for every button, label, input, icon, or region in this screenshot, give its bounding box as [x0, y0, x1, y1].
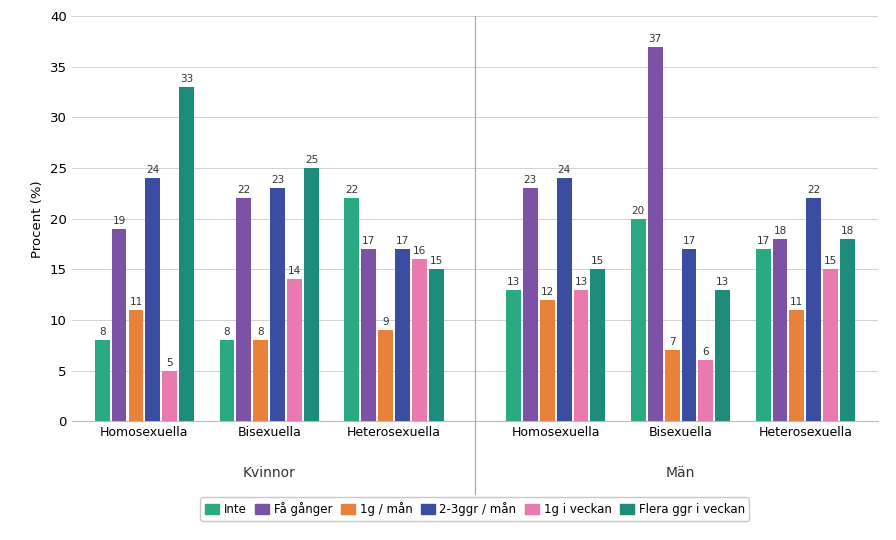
- Bar: [128, 310, 143, 421]
- Bar: [715, 289, 730, 421]
- Text: 12: 12: [540, 287, 554, 296]
- Text: 37: 37: [649, 33, 662, 44]
- Text: 15: 15: [824, 256, 838, 266]
- Bar: [789, 310, 805, 421]
- Text: 5: 5: [167, 357, 173, 368]
- Text: 11: 11: [129, 297, 142, 307]
- Bar: [179, 87, 194, 421]
- Text: 23: 23: [523, 176, 537, 185]
- Text: 15: 15: [591, 256, 605, 266]
- Bar: [378, 330, 393, 421]
- Text: 13: 13: [507, 276, 520, 287]
- Bar: [698, 361, 713, 421]
- Bar: [254, 340, 268, 421]
- Bar: [539, 300, 555, 421]
- Bar: [590, 269, 606, 421]
- Bar: [304, 168, 319, 421]
- Text: 6: 6: [702, 347, 709, 357]
- Bar: [523, 188, 538, 421]
- Text: Män: Män: [666, 465, 695, 480]
- Bar: [361, 249, 376, 421]
- Bar: [840, 239, 855, 421]
- Text: 8: 8: [99, 327, 106, 337]
- Bar: [556, 178, 572, 421]
- Text: 23: 23: [271, 176, 284, 185]
- Text: 17: 17: [683, 236, 695, 246]
- Text: 17: 17: [396, 236, 409, 246]
- Text: 22: 22: [237, 185, 251, 195]
- Text: 17: 17: [362, 236, 375, 246]
- Bar: [271, 188, 285, 421]
- Bar: [344, 199, 359, 421]
- Bar: [112, 229, 126, 421]
- Bar: [412, 259, 426, 421]
- Bar: [429, 269, 444, 421]
- Bar: [95, 340, 109, 421]
- Text: 22: 22: [807, 185, 821, 195]
- Text: 16: 16: [413, 246, 426, 256]
- Bar: [682, 249, 696, 421]
- Text: 11: 11: [790, 297, 804, 307]
- Text: 8: 8: [257, 327, 264, 337]
- Text: 18: 18: [841, 226, 854, 236]
- Text: 22: 22: [345, 185, 358, 195]
- Bar: [806, 199, 822, 421]
- Bar: [162, 370, 177, 421]
- Bar: [772, 239, 788, 421]
- Text: Kvinnor: Kvinnor: [243, 465, 296, 480]
- Text: 24: 24: [146, 165, 159, 175]
- Text: 17: 17: [756, 236, 770, 246]
- Text: 24: 24: [557, 165, 571, 175]
- Text: 19: 19: [112, 216, 125, 226]
- Bar: [395, 249, 410, 421]
- Text: 14: 14: [288, 266, 301, 276]
- Bar: [648, 46, 663, 421]
- Bar: [573, 289, 589, 421]
- Legend: Inte, Få gånger, 1g / mån, 2-3ggr / mån, 1g i veckan, Flera ggr i veckan: Inte, Få gånger, 1g / mån, 2-3ggr / mån,…: [201, 497, 749, 521]
- Bar: [665, 350, 679, 421]
- Y-axis label: Procent (%): Procent (%): [31, 180, 44, 258]
- Text: 9: 9: [383, 317, 389, 327]
- Text: 20: 20: [632, 206, 645, 215]
- Text: 33: 33: [180, 74, 194, 84]
- Bar: [237, 199, 252, 421]
- Text: 13: 13: [716, 276, 729, 287]
- Bar: [631, 219, 646, 421]
- Text: 18: 18: [773, 226, 787, 236]
- Bar: [755, 249, 771, 421]
- Bar: [823, 269, 838, 421]
- Bar: [506, 289, 521, 421]
- Bar: [145, 178, 160, 421]
- Text: 7: 7: [668, 338, 676, 347]
- Text: 25: 25: [305, 155, 318, 165]
- Bar: [220, 340, 235, 421]
- Text: 8: 8: [224, 327, 230, 337]
- Bar: [287, 280, 302, 421]
- Text: 15: 15: [430, 256, 443, 266]
- Text: 13: 13: [574, 276, 588, 287]
